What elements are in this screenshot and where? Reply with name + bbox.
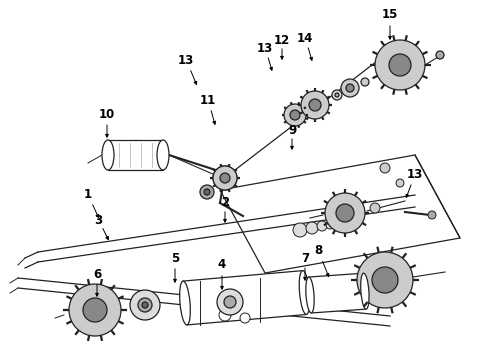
Text: 4: 4 bbox=[218, 258, 226, 271]
Ellipse shape bbox=[306, 277, 314, 313]
Circle shape bbox=[290, 110, 300, 120]
Circle shape bbox=[284, 104, 306, 126]
Circle shape bbox=[83, 298, 107, 322]
Circle shape bbox=[200, 185, 214, 199]
Text: 15: 15 bbox=[382, 9, 398, 22]
Text: 14: 14 bbox=[297, 31, 313, 45]
Polygon shape bbox=[309, 273, 366, 313]
Circle shape bbox=[396, 179, 404, 187]
Circle shape bbox=[217, 289, 243, 315]
Text: 1: 1 bbox=[84, 189, 92, 202]
Text: 2: 2 bbox=[221, 197, 229, 210]
Circle shape bbox=[389, 54, 411, 76]
Text: 12: 12 bbox=[274, 33, 290, 46]
Text: 6: 6 bbox=[93, 269, 101, 282]
Text: 5: 5 bbox=[171, 252, 179, 265]
Circle shape bbox=[306, 222, 318, 234]
Circle shape bbox=[213, 166, 237, 190]
Circle shape bbox=[346, 84, 354, 92]
Circle shape bbox=[240, 313, 250, 323]
Circle shape bbox=[341, 79, 359, 97]
Circle shape bbox=[224, 296, 236, 308]
Circle shape bbox=[326, 221, 334, 229]
Circle shape bbox=[219, 309, 231, 321]
Polygon shape bbox=[220, 155, 460, 273]
Polygon shape bbox=[183, 271, 306, 325]
Circle shape bbox=[333, 218, 343, 228]
Text: 8: 8 bbox=[314, 243, 322, 256]
Circle shape bbox=[357, 252, 413, 308]
Circle shape bbox=[130, 290, 160, 320]
Ellipse shape bbox=[180, 281, 190, 325]
Circle shape bbox=[213, 166, 237, 190]
Circle shape bbox=[436, 51, 444, 59]
Text: 11: 11 bbox=[200, 94, 216, 107]
Circle shape bbox=[293, 223, 307, 237]
Circle shape bbox=[335, 93, 339, 97]
Circle shape bbox=[341, 215, 353, 227]
Circle shape bbox=[372, 267, 398, 293]
Circle shape bbox=[332, 90, 342, 100]
Circle shape bbox=[142, 302, 148, 308]
Ellipse shape bbox=[361, 273, 369, 309]
Ellipse shape bbox=[102, 140, 114, 170]
Circle shape bbox=[204, 189, 210, 195]
Circle shape bbox=[309, 99, 321, 111]
Text: 10: 10 bbox=[99, 108, 115, 122]
Circle shape bbox=[336, 204, 354, 222]
Text: 13: 13 bbox=[257, 41, 273, 54]
Circle shape bbox=[69, 284, 121, 336]
Text: 13: 13 bbox=[407, 168, 423, 181]
Circle shape bbox=[375, 40, 425, 90]
Circle shape bbox=[220, 173, 230, 183]
Circle shape bbox=[428, 211, 436, 219]
Circle shape bbox=[317, 221, 327, 231]
Ellipse shape bbox=[299, 271, 310, 315]
Circle shape bbox=[301, 91, 329, 119]
Circle shape bbox=[325, 193, 365, 233]
Circle shape bbox=[220, 173, 230, 183]
Text: 13: 13 bbox=[178, 54, 194, 67]
Text: 3: 3 bbox=[94, 213, 102, 226]
Circle shape bbox=[380, 163, 390, 173]
Ellipse shape bbox=[157, 140, 169, 170]
Text: 9: 9 bbox=[288, 123, 296, 136]
Text: 7: 7 bbox=[301, 252, 309, 265]
Circle shape bbox=[370, 203, 380, 213]
Circle shape bbox=[361, 78, 369, 86]
Polygon shape bbox=[108, 140, 163, 170]
Circle shape bbox=[138, 298, 152, 312]
